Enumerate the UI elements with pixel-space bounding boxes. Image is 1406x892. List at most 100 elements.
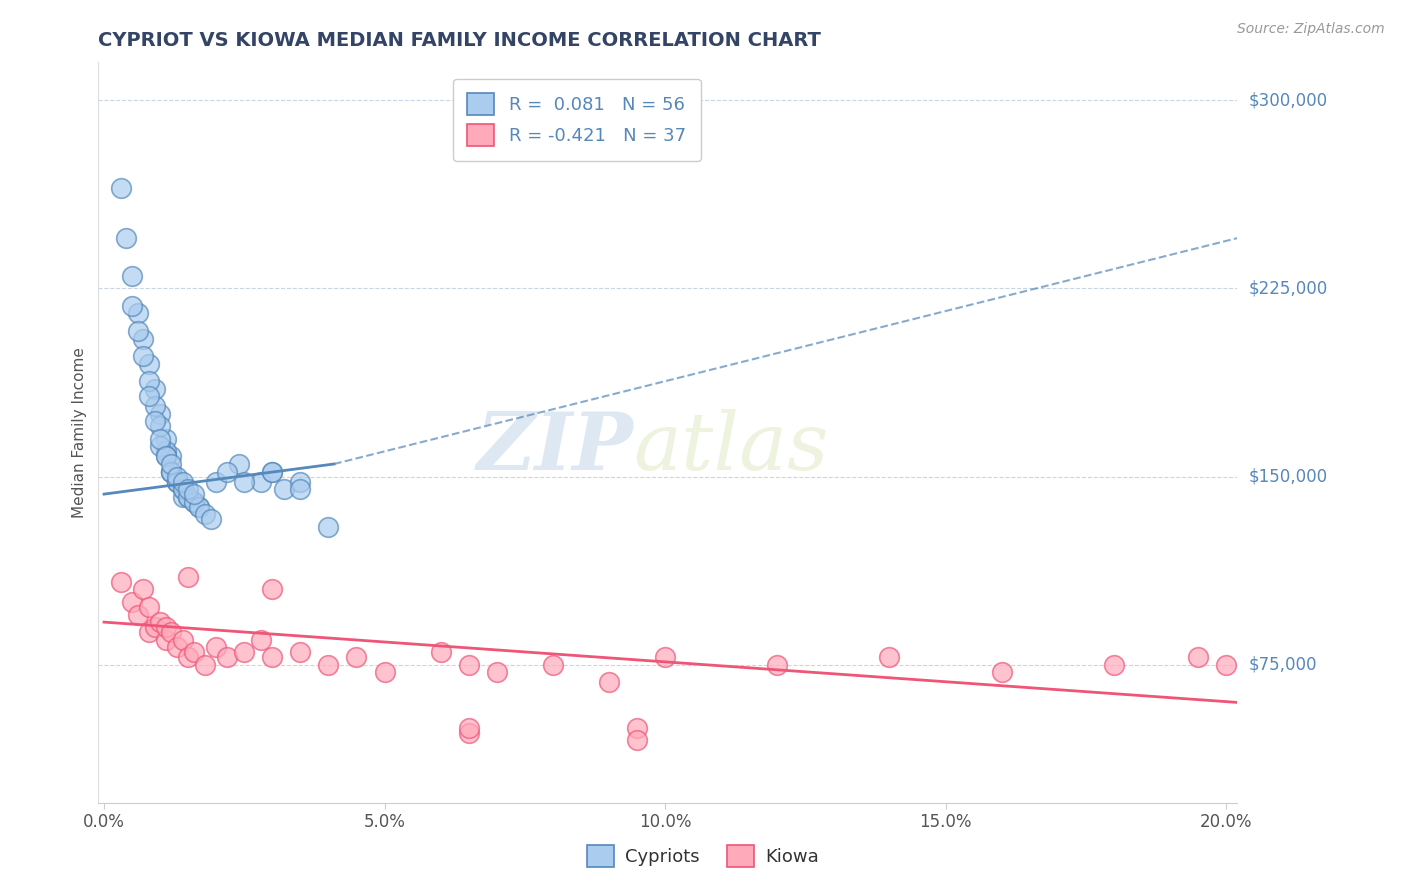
Point [160,625,183,640]
Point [132,582,155,597]
Point [290,645,312,659]
Point [115,231,138,245]
Point [373,665,395,680]
Point [177,482,200,496]
Point [143,620,166,634]
Point [250,475,273,489]
Text: CYPRIOT VS KIOWA MEDIAN FAMILY INCOME CORRELATION CHART: CYPRIOT VS KIOWA MEDIAN FAMILY INCOME CO… [98,30,821,50]
Point [457,657,479,672]
Text: ZIP: ZIP [477,409,634,486]
Text: $75,000: $75,000 [1249,656,1317,673]
Point [166,640,188,655]
Point [228,457,250,471]
Point [138,374,160,388]
Point [457,721,479,735]
Point [262,582,284,597]
Point [990,665,1012,680]
Point [149,615,172,629]
Legend: Cypriots, Kiowa: Cypriots, Kiowa [581,838,825,874]
Point [318,657,340,672]
Point [177,490,200,504]
Point [879,650,901,665]
Point [155,432,177,446]
Point [217,465,239,479]
Point [233,475,256,489]
Point [155,444,177,458]
Point [155,632,177,647]
Point [262,650,284,665]
Point [233,645,256,659]
Point [149,432,172,446]
Point [160,450,183,464]
Point [155,450,177,464]
Text: $150,000: $150,000 [1249,467,1327,485]
Point [290,475,312,489]
Point [138,625,160,640]
Point [149,407,172,421]
Legend: R =  0.081   N = 56, R = -0.421   N = 37: R = 0.081 N = 56, R = -0.421 N = 37 [453,78,700,161]
Point [1102,657,1125,672]
Point [138,389,160,403]
Point [172,482,194,496]
Point [155,450,177,464]
Point [121,268,143,283]
Point [250,632,273,647]
Point [149,439,172,453]
Point [183,487,205,501]
Point [127,324,149,338]
Point [143,382,166,396]
Point [177,570,200,584]
Point [262,465,284,479]
Point [626,733,648,747]
Text: $225,000: $225,000 [1249,279,1327,297]
Point [205,640,228,655]
Point [155,620,177,634]
Point [626,721,648,735]
Point [194,507,217,521]
Point [166,469,188,483]
Point [177,650,200,665]
Point [205,475,228,489]
Point [121,595,143,609]
Point [172,482,194,496]
Point [183,645,205,659]
Point [273,482,295,496]
Point [172,632,194,647]
Point [654,650,676,665]
Point [132,349,155,363]
Point [127,607,149,622]
Point [177,490,200,504]
Point [200,512,222,526]
Point [429,645,451,659]
Text: atlas: atlas [634,409,830,486]
Point [138,357,160,371]
Text: Source: ZipAtlas.com: Source: ZipAtlas.com [1237,22,1385,37]
Point [172,490,194,504]
Point [166,475,188,489]
Point [121,299,143,313]
Point [138,600,160,615]
Point [766,657,789,672]
Point [110,181,132,195]
Point [188,500,211,514]
Point [1187,650,1209,665]
Point [160,457,183,471]
Point [183,494,205,508]
Point [143,399,166,413]
Point [127,306,149,320]
Point [110,574,132,589]
Point [143,414,166,428]
Point [166,475,188,489]
Point [160,465,183,479]
Point [541,657,564,672]
Point [160,465,183,479]
Point [262,465,284,479]
Point [485,665,508,680]
Point [132,331,155,345]
Y-axis label: Median Family Income: Median Family Income [72,347,87,518]
Point [598,675,620,690]
Point [183,494,205,508]
Point [188,500,211,514]
Point [172,475,194,489]
Point [160,465,183,479]
